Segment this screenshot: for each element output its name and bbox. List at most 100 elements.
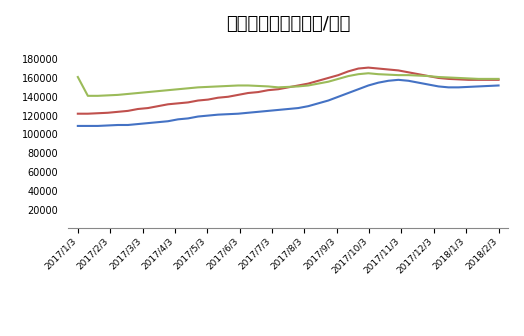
工业级碳酸锂 xyxy=(195,115,201,119)
电池级碳酸锂 xyxy=(395,69,401,73)
Line: 电池级碳酸锂: 电池级碳酸锂 xyxy=(78,68,498,114)
工业级碳酸锂 xyxy=(105,123,111,127)
电池级碳酸锂 xyxy=(455,77,462,81)
工业级碳酸锂 xyxy=(465,85,472,89)
氢氧化锂 xyxy=(335,77,342,81)
电池级碳酸锂 xyxy=(135,107,141,111)
工业级碳酸锂 xyxy=(365,83,372,87)
工业级碳酸锂 xyxy=(165,119,171,123)
电池级碳酸锂 xyxy=(225,95,231,99)
工业级碳酸锂 xyxy=(95,124,101,128)
电池级碳酸锂 xyxy=(365,66,372,70)
电池级碳酸锂 xyxy=(185,100,191,104)
工业级碳酸锂 xyxy=(355,87,362,91)
氢氧化锂 xyxy=(155,89,161,93)
氢氧化锂 xyxy=(85,94,91,98)
氢氧化锂 xyxy=(165,88,171,92)
氢氧化锂 xyxy=(465,76,472,80)
氢氧化锂 xyxy=(485,77,492,81)
氢氧化锂 xyxy=(405,73,411,77)
工业级碳酸锂 xyxy=(115,123,121,127)
氢氧化锂 xyxy=(445,76,452,80)
电池级碳酸锂 xyxy=(315,79,321,83)
电池级碳酸锂 xyxy=(85,112,91,116)
氢氧化锂 xyxy=(355,72,362,76)
工业级碳酸锂 xyxy=(375,81,381,85)
氢氧化锂 xyxy=(365,71,372,75)
电池级碳酸锂 xyxy=(385,68,391,72)
电池级碳酸锂 xyxy=(435,76,442,80)
电池级碳酸锂 xyxy=(215,96,221,100)
电池级碳酸锂 xyxy=(175,101,181,106)
氢氧化锂 xyxy=(375,72,381,76)
氢氧化锂 xyxy=(475,77,482,81)
氢氧化锂 xyxy=(305,83,311,87)
工业级碳酸锂 xyxy=(265,109,271,113)
Line: 工业级碳酸锂: 工业级碳酸锂 xyxy=(78,80,498,126)
氢氧化锂 xyxy=(205,85,211,89)
氢氧化锂 xyxy=(245,83,252,87)
电池级碳酸锂 xyxy=(235,93,241,97)
电池级碳酸锂 xyxy=(495,78,501,82)
氢氧化锂 xyxy=(416,74,422,78)
电池级碳酸锂 xyxy=(275,87,281,91)
氢氧化锂 xyxy=(75,75,81,79)
氢氧化锂 xyxy=(455,76,462,80)
电池级碳酸锂 xyxy=(95,111,101,115)
电池级碳酸锂 xyxy=(145,106,151,110)
电池级碳酸锂 xyxy=(425,74,432,78)
氢氧化锂 xyxy=(145,90,151,94)
工业级碳酸锂 xyxy=(335,95,342,99)
工业级碳酸锂 xyxy=(185,116,191,120)
氢氧化锂 xyxy=(295,84,301,88)
氢氧化锂 xyxy=(315,82,321,86)
工业级碳酸锂 xyxy=(416,81,422,85)
氢氧化锂 xyxy=(115,93,121,97)
氢氧化锂 xyxy=(285,85,291,89)
电池级碳酸锂 xyxy=(335,73,342,77)
工业级碳酸锂 xyxy=(385,79,391,83)
工业级碳酸锂 xyxy=(235,112,241,116)
氢氧化锂 xyxy=(185,86,191,90)
电池级碳酸锂 xyxy=(345,69,352,73)
电池级碳酸锂 xyxy=(485,78,492,82)
电池级碳酸锂 xyxy=(105,111,111,115)
工业级碳酸锂 xyxy=(215,113,221,117)
氢氧化锂 xyxy=(435,75,442,79)
Line: 氢氧化锂: 氢氧化锂 xyxy=(78,73,498,96)
氢氧化锂 xyxy=(385,73,391,77)
氢氧化锂 xyxy=(195,85,201,89)
氢氧化锂 xyxy=(275,85,281,89)
电池级碳酸锂 xyxy=(405,70,411,74)
工业级碳酸锂 xyxy=(135,122,141,126)
工业级碳酸锂 xyxy=(125,123,131,127)
Title: 锂盐价格走势图（元/吨）: 锂盐价格走势图（元/吨） xyxy=(226,15,351,33)
工业级碳酸锂 xyxy=(445,85,452,89)
氢氧化锂 xyxy=(255,84,261,88)
电池级碳酸锂 xyxy=(325,76,331,80)
工业级碳酸锂 xyxy=(325,98,331,102)
工业级碳酸锂 xyxy=(205,114,211,118)
工业级碳酸锂 xyxy=(275,108,281,112)
氢氧化锂 xyxy=(395,73,401,77)
氢氧化锂 xyxy=(425,74,432,78)
氢氧化锂 xyxy=(175,87,181,91)
氢氧化锂 xyxy=(105,93,111,97)
电池级碳酸锂 xyxy=(285,85,291,89)
工业级碳酸锂 xyxy=(405,79,411,83)
工业级碳酸锂 xyxy=(285,107,291,111)
氢氧化锂 xyxy=(215,84,221,88)
氢氧化锂 xyxy=(345,74,352,78)
工业级碳酸锂 xyxy=(295,106,301,110)
氢氧化锂 xyxy=(495,77,501,81)
电池级碳酸锂 xyxy=(115,110,121,114)
氢氧化锂 xyxy=(135,91,141,95)
工业级碳酸锂 xyxy=(475,84,482,88)
电池级碳酸锂 xyxy=(75,112,81,116)
氢氧化锂 xyxy=(235,83,241,87)
电池级碳酸锂 xyxy=(245,91,252,95)
电池级碳酸锂 xyxy=(125,109,131,113)
氢氧化锂 xyxy=(95,94,101,98)
工业级碳酸锂 xyxy=(145,121,151,125)
工业级碳酸锂 xyxy=(305,104,311,108)
